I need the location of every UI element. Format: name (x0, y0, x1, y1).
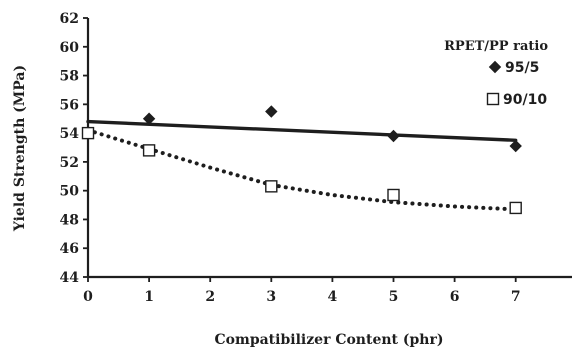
y-tick-label: 56 (60, 97, 79, 113)
y-axis-title: Yield Strength (MPa) (12, 65, 28, 232)
x-tick-label: 6 (450, 289, 460, 305)
x-tick-label: 4 (328, 289, 338, 305)
y-tick-label: 60 (60, 40, 80, 56)
legend: RPET/PP ratio 95/5 90/10 (444, 39, 548, 108)
axes (83, 17, 572, 282)
data-point-series-1 (142, 112, 156, 125)
x-axis-title: Compatibilizer Content (phr) (215, 332, 444, 348)
trendline-series-2 (86, 128, 518, 212)
trendline-series-1 (86, 119, 518, 143)
x-tick-label: 0 (83, 289, 93, 305)
tick-labels: 44464850525456586062012345678 (60, 11, 572, 305)
data-point-series-2 (81, 126, 95, 140)
legend-label-series-2: 90/10 (503, 92, 547, 108)
data-markers (81, 105, 522, 215)
y-tick-label: 48 (60, 212, 79, 228)
x-tick-label: 7 (511, 289, 521, 305)
y-tick-label: 58 (60, 69, 79, 85)
x-tick-label: 5 (389, 289, 399, 305)
y-tick-label: 44 (60, 270, 80, 286)
legend-label-series-1: 95/5 (505, 60, 539, 76)
legend-marker-series-1 (488, 60, 502, 74)
y-tick-label: 62 (60, 11, 79, 27)
y-tick-label: 46 (60, 241, 79, 257)
x-tick-label: 1 (144, 289, 154, 305)
y-tick-label: 52 (60, 155, 79, 171)
data-point-series-1 (265, 105, 278, 118)
legend-marker-series-2 (486, 92, 500, 106)
data-point-series-1 (509, 139, 522, 153)
legend-title: RPET/PP ratio (444, 39, 548, 54)
y-tick-label: 50 (60, 184, 80, 200)
data-point-series-1 (387, 129, 400, 143)
data-point-series-2 (142, 144, 156, 157)
x-tick-label: 2 (205, 289, 215, 305)
legend-items: 95/5 90/10 (486, 60, 547, 108)
data-point-series-2 (387, 188, 400, 202)
y-tick-label: 54 (60, 126, 80, 142)
data-point-series-2 (509, 201, 522, 215)
data-point-series-2 (265, 180, 278, 193)
trendlines (86, 119, 518, 212)
x-tick-label: 3 (266, 289, 276, 305)
